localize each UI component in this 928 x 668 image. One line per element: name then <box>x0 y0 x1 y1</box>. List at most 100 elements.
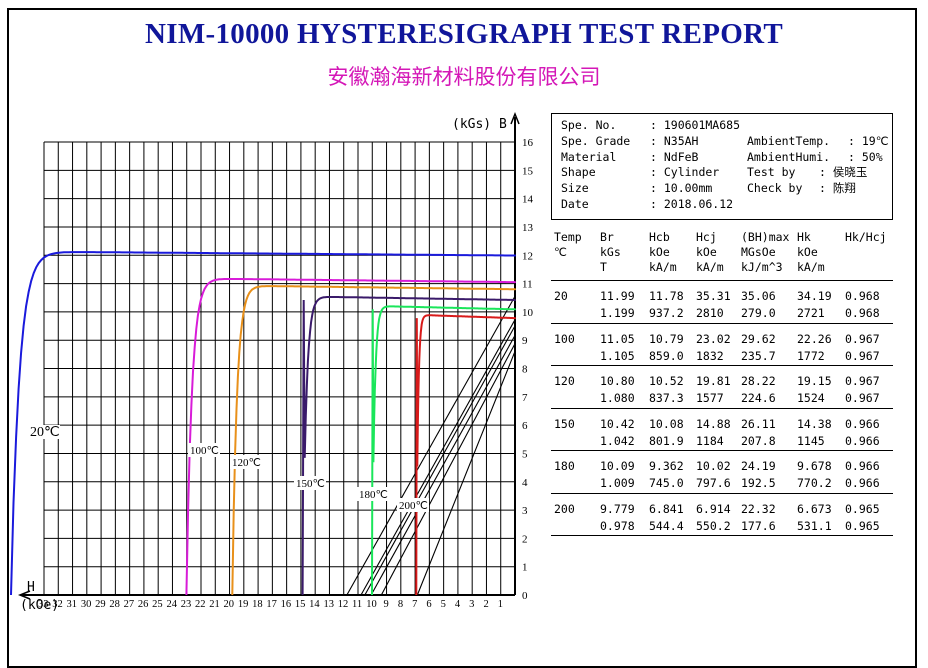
normal-curve <box>416 351 516 596</box>
series-line <box>371 305 517 596</box>
temp-cell: 180 <box>554 459 575 473</box>
series-label: 180℃ <box>359 489 388 501</box>
y-tick-label: 12 <box>522 250 533 262</box>
value-cell: 0.968 <box>845 306 880 320</box>
value-cell: 10.02 <box>696 459 731 473</box>
value-cell: 177.6 <box>741 518 776 533</box>
testby-label: Test by <box>747 165 796 180</box>
table-row: 180 10.09 9.362 10.02 24.19 9.678 0.966 1.009 74… <box>551 451 893 494</box>
y-tick-label: 8 <box>522 364 528 376</box>
x-tick-label: 25 <box>152 599 163 610</box>
spe-no-value: : 190601MA685 <box>650 118 741 132</box>
date-label: Date <box>561 196 589 211</box>
value-cell: 10.79 <box>649 331 684 346</box>
column-header: Hcj kOe kA/m <box>696 230 724 274</box>
y-tick-label: 3 <box>522 505 528 517</box>
value-cell: 1.105 <box>600 348 635 363</box>
table-row: 200 9.779 6.841 6.914 22.32 6.673 0.965 0.978 54… <box>551 494 893 536</box>
x-tick-label: 13 <box>323 599 334 610</box>
value-cell: 859.0 <box>649 348 684 363</box>
series-line <box>231 285 517 596</box>
series-label-bg <box>357 487 389 501</box>
series-label: 100℃ <box>190 445 219 457</box>
x-tick-label: 19 <box>238 599 249 610</box>
y-tick-label: 13 <box>522 222 534 234</box>
y-axis-label: (kGs) B <box>452 117 507 132</box>
series-label: 20℃ <box>30 425 60 440</box>
date-value: : 2018.06.12 <box>650 196 734 211</box>
y-tick-label: 15 <box>522 165 534 177</box>
y-tick-label: 9 <box>522 335 528 347</box>
value-cell: 1184 <box>696 433 724 448</box>
value-cell: 10.08 <box>649 416 684 431</box>
grade-label: Spe. Grade <box>561 133 631 148</box>
value-cell: 22.26 <box>797 331 832 346</box>
value-cell: 26.11 <box>741 416 776 431</box>
size-label: Size <box>561 181 589 196</box>
value-cell: 745.0 <box>649 476 684 490</box>
table-header: Temp ℃ Br kGs T Hcb kOe kA/m Hcj kOe kA/m (… <box>551 228 893 281</box>
y-tick-label: 1 <box>522 562 528 574</box>
x-tick-label: 28 <box>109 599 120 610</box>
x-tick-label: 6 <box>426 599 431 610</box>
page-title: NIM-10000 HYSTERESIGRAPH TEST REPORT <box>145 18 783 50</box>
value-cell: 0.965 <box>845 518 880 533</box>
value-cell: 207.8 <box>741 433 776 448</box>
x-tick-label: 3 <box>469 599 474 610</box>
y-tick-label: 11 <box>522 279 533 291</box>
value-cell: 279.0 <box>741 306 776 320</box>
value-cell: 9.362 <box>649 459 684 473</box>
value-cell: 6.673 <box>797 501 832 516</box>
y-tick-label: 7 <box>522 392 528 404</box>
specimen-info-box: Spe. No. : 190601MA685 Spe. Grade : N35AH A… <box>551 113 893 220</box>
x-tick-label: 5 <box>441 599 446 610</box>
value-cell: 937.2 <box>649 306 684 320</box>
series-label: 120℃ <box>232 457 261 469</box>
value-cell: 0.965 <box>845 501 880 516</box>
value-cell: 801.9 <box>649 433 684 448</box>
value-cell: 0.968 <box>845 289 880 303</box>
value-cell: 0.966 <box>845 476 880 490</box>
column-header: Hcb kOe kA/m <box>649 230 677 274</box>
series-line <box>415 314 517 596</box>
x-tick-label: 1 <box>498 599 503 610</box>
x-tick-label: 27 <box>124 599 134 610</box>
value-cell: 0.967 <box>845 374 880 388</box>
value-cell: 1.042 <box>600 433 635 448</box>
x-tick-label: 15 <box>295 599 306 610</box>
column-header: Br kGs T <box>600 230 621 274</box>
table-row: 100 11.05 10.79 23.02 29.62 22.26 0.967 1.105 85… <box>551 324 893 366</box>
spe-no-label: Spe. No. <box>561 118 617 132</box>
ambtemp-label: AmbientTemp. <box>747 133 831 148</box>
testby-value: : 侯晓玉 <box>819 165 868 180</box>
y-axis-arrow <box>510 111 520 125</box>
ambhumi-value: : 50% <box>848 149 883 164</box>
x-tick-label: 31 <box>67 599 78 610</box>
material-label: Material <box>561 149 617 164</box>
x-tick-label: 32 <box>52 599 63 610</box>
column-header: Temp ℃ <box>554 230 582 259</box>
value-cell: 0.978 <box>600 518 635 533</box>
series-label: 150℃ <box>296 478 325 490</box>
grade-value: : N35AH <box>650 133 699 148</box>
value-cell: 22.32 <box>741 501 776 516</box>
x-tick-label: 33 <box>38 599 49 610</box>
ambtemp-value: : 19℃ <box>848 133 889 148</box>
value-cell: 1832 <box>696 348 724 363</box>
y-tick-label: 5 <box>522 448 528 460</box>
x-tick-label: 12 <box>338 599 349 610</box>
table-row: 20 11.99 11.78 35.31 35.06 34.19 0.968 1.199 937… <box>551 281 893 324</box>
value-cell: 14.88 <box>696 416 731 431</box>
y-tick-label: 16 <box>522 137 534 149</box>
x-tick-label: 26 <box>138 599 149 610</box>
series-line <box>185 278 517 596</box>
value-cell: 23.02 <box>696 331 731 346</box>
value-cell: 35.31 <box>696 289 731 303</box>
y-tick-label: 0 <box>522 590 528 602</box>
normal-curve <box>380 343 516 596</box>
value-cell: 11.99 <box>600 289 635 303</box>
value-cell: 192.5 <box>741 476 776 490</box>
x-axis-label: H <box>27 580 35 595</box>
x-tick-label: 17 <box>266 599 277 610</box>
value-cell: 531.1 <box>797 518 832 533</box>
